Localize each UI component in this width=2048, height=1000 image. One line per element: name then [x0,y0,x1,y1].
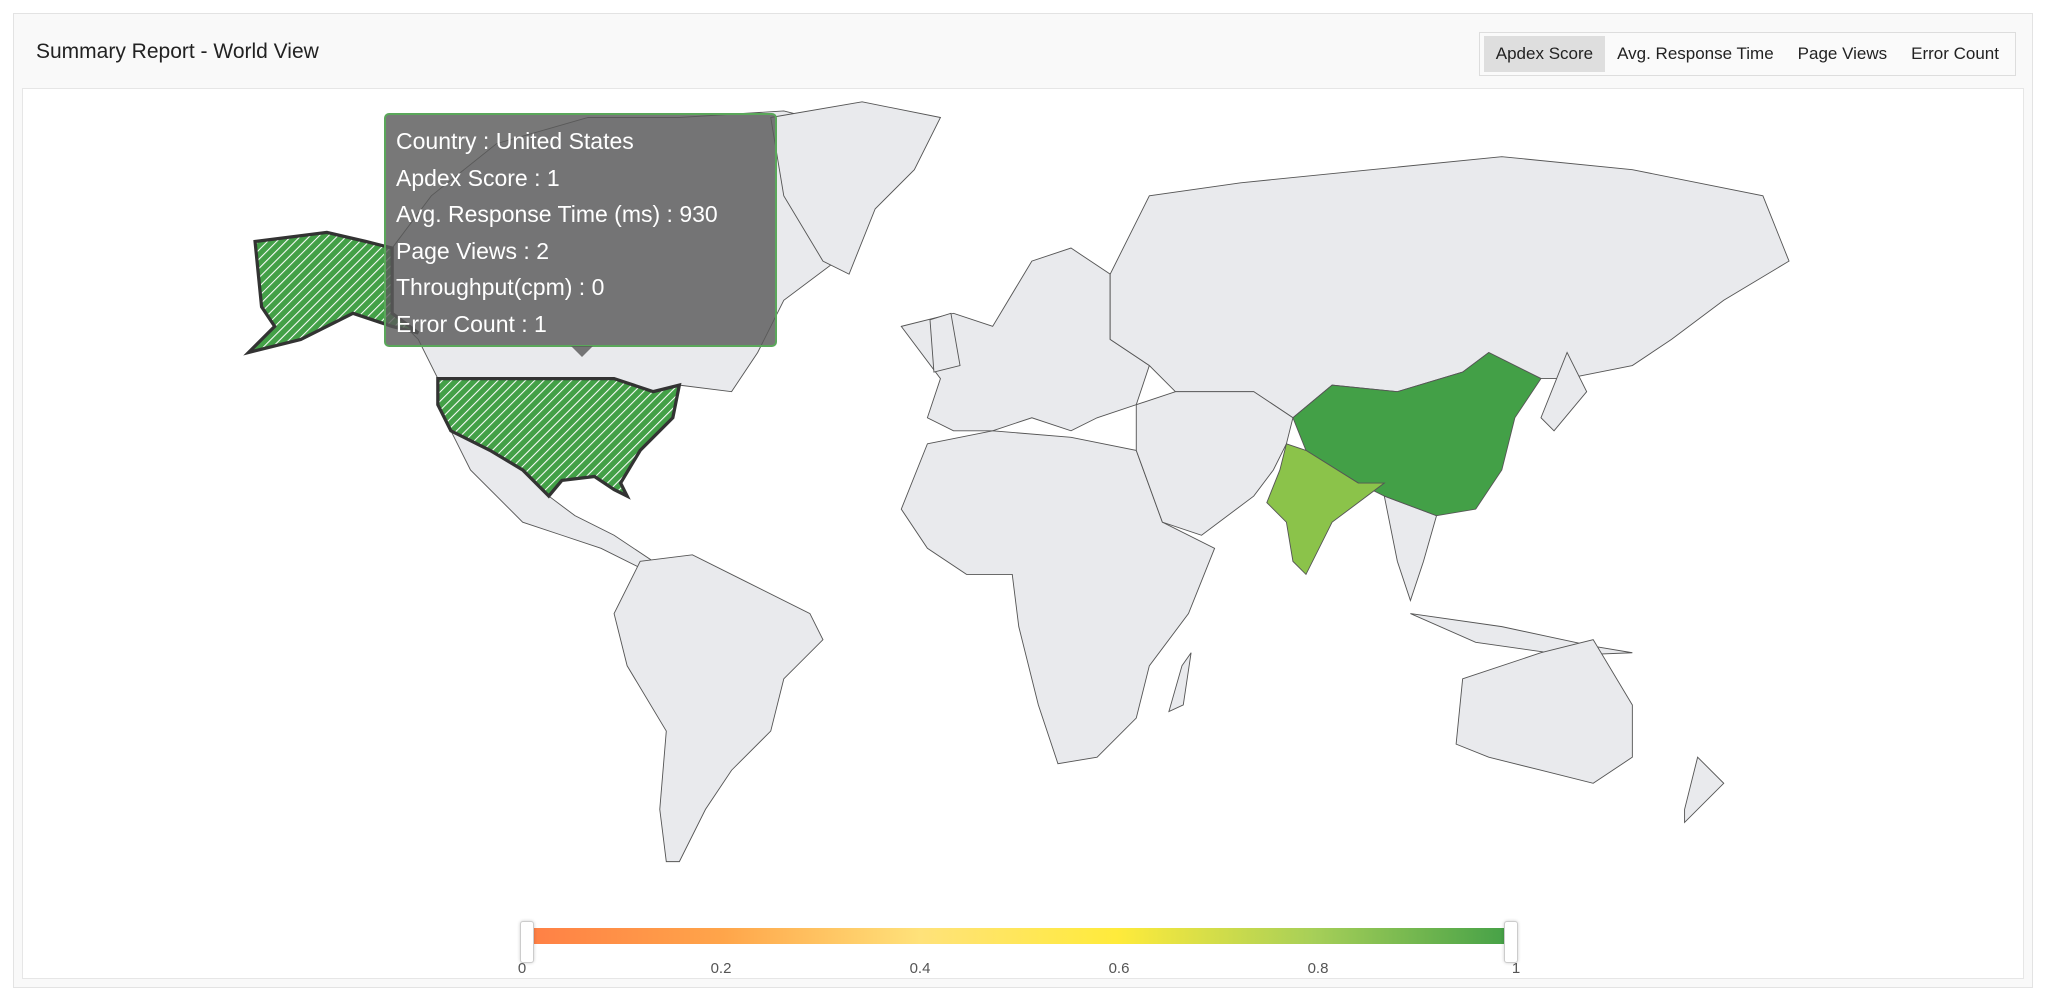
tooltip-error-count: Error Count : 1 [396,310,547,337]
tooltip-apdex: Apdex Score : 1 [396,164,560,191]
tab-error-count[interactable]: Error Count [1911,44,1999,63]
country-new-zealand[interactable] [1684,756,1725,824]
country-india[interactable] [1266,443,1386,576]
legend-tick: 0.6 [1108,960,1130,977]
legend-tick: 1 [1511,960,1521,977]
tooltip-page-views: Page Views : 2 [396,237,550,264]
legend-tick: 0 [517,960,527,977]
country-alaska[interactable] [243,230,420,356]
country-australia[interactable] [1455,639,1633,784]
tab-page-views[interactable]: Page Views [1797,44,1888,63]
country-uk[interactable] [929,312,961,373]
country-tooltip: Country : United States Apdex Score : 1 … [384,113,777,357]
color-gradient-bar [526,928,1512,944]
region-africa[interactable] [900,430,1216,765]
region-middle-east[interactable] [1135,391,1294,536]
page-title: Summary Report - World View [36,40,319,63]
country-madagascar[interactable] [1168,652,1192,713]
color-scale-legend [520,921,1518,963]
legend-tick: 0.4 [909,960,931,977]
legend-tick: 0.8 [1307,960,1329,977]
tab-apdex-score[interactable]: Apdex Score [1483,36,1606,72]
tooltip-country: Country : United States [396,128,634,154]
panel-header: Summary Report - World View Apdex Score … [14,14,2032,86]
country-japan[interactable] [1540,351,1588,432]
country-united-states[interactable] [436,376,682,500]
metric-tab-group: Apdex Score Avg. Response Time Page View… [1478,32,2016,76]
country-greenland[interactable] [770,101,942,275]
tab-avg-response-time[interactable]: Avg. Response Time [1617,44,1774,63]
legend-tick: 0.2 [710,960,732,977]
range-max-handle[interactable] [1504,921,1518,963]
region-south-america[interactable] [613,554,824,863]
tooltip-response-time: Avg. Response Time (ms) : 930 [396,201,718,227]
range-min-handle[interactable] [520,921,534,963]
tooltip-throughput: Throughput(cpm) : 0 [396,274,605,300]
